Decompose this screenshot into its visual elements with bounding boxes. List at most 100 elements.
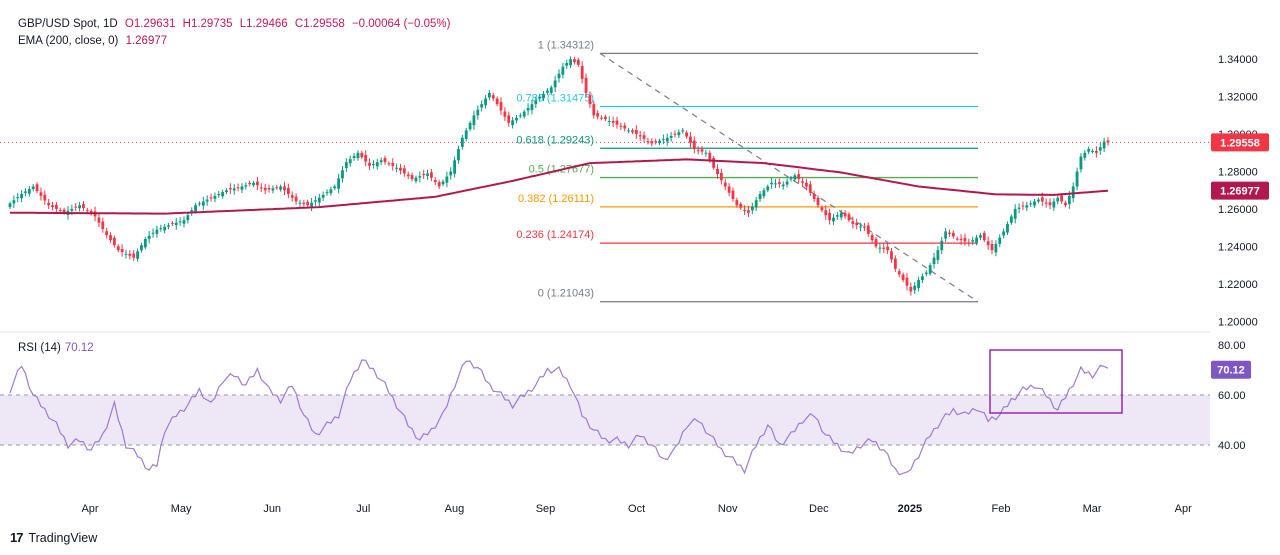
rsi-value-badge: 70.12 <box>1217 365 1245 377</box>
price-axis: 1.340001.320001.300001.280001.260001.240… <box>1211 54 1269 328</box>
rsi-tick-label: 40.00 <box>1218 440 1246 452</box>
candle-body <box>797 174 801 180</box>
price-tick-label: 1.22000 <box>1218 279 1258 291</box>
time-tick-label: 2025 <box>898 503 922 515</box>
candle-body <box>870 235 874 241</box>
candle-body <box>607 120 611 122</box>
candle-body <box>259 187 263 189</box>
candle-body <box>1002 231 1006 236</box>
time-tick-label: Feb <box>992 503 1011 515</box>
rsi-band <box>0 395 1210 445</box>
candle-body <box>808 184 812 193</box>
candle-body <box>267 187 271 190</box>
candle-body <box>634 129 638 135</box>
candle-body <box>518 115 522 117</box>
ema-price-badge: 1.26977 <box>1220 186 1260 198</box>
fib-level-label: 0.236 (1.24174) <box>516 229 594 241</box>
last-price-badge-bg <box>1211 133 1269 152</box>
candle-body <box>198 203 201 205</box>
candle-body <box>1048 202 1052 206</box>
candle-body <box>1079 156 1083 170</box>
candle-body <box>507 115 511 123</box>
time-tick-label: Apr <box>1175 503 1192 515</box>
candle-body <box>491 95 495 99</box>
candle-body <box>936 250 940 260</box>
candle-body <box>816 197 820 206</box>
candle-body <box>530 104 534 111</box>
candle-body <box>1029 203 1033 205</box>
candle-body <box>538 97 542 99</box>
candle-body <box>275 187 279 189</box>
candle-body <box>1056 197 1060 202</box>
candle-body <box>1095 150 1098 153</box>
candle-body <box>170 223 174 225</box>
candle-body <box>631 130 634 133</box>
fib-level-label: 0.618 (1.29243) <box>516 134 594 146</box>
candle-body <box>828 212 832 221</box>
candle-body <box>488 92 491 98</box>
time-tick-label: May <box>171 503 192 515</box>
candle-body <box>24 191 27 193</box>
candle-body <box>426 173 429 176</box>
candle-body <box>932 257 936 264</box>
candle-body <box>228 187 232 190</box>
symbol-label[interactable]: GBP/USD Spot, 1D <box>18 18 118 30</box>
candle-body <box>178 221 182 223</box>
candle-body <box>120 249 124 253</box>
candle-body <box>882 247 886 249</box>
candle-body <box>294 196 298 202</box>
candle-body <box>727 186 731 193</box>
ema-label[interactable]: EMA (200, close, 0) <box>18 35 119 47</box>
candle-body <box>406 174 410 177</box>
rsi-label[interactable]: RSI (14) <box>18 342 61 354</box>
candle-body <box>302 202 306 204</box>
candle-body <box>457 149 460 161</box>
candle-body <box>1025 205 1029 208</box>
candle-body <box>182 220 186 224</box>
candle-body <box>553 80 557 88</box>
candle-body <box>341 170 344 179</box>
candle-body <box>716 168 719 175</box>
candle-body <box>1106 140 1110 143</box>
candle-body <box>623 125 627 129</box>
candle-body <box>221 192 225 197</box>
candle-body <box>692 140 696 150</box>
candle-body <box>924 272 928 275</box>
candle-body <box>866 225 870 234</box>
tradingview-logo[interactable]: 17 TradingView <box>10 530 97 545</box>
candle-body <box>476 109 480 116</box>
candle-body <box>843 212 847 217</box>
candle-body <box>890 251 893 260</box>
candle-body <box>317 197 321 203</box>
candle-body <box>913 285 917 291</box>
open-value: O1.29631 <box>124 18 176 30</box>
candle-body <box>360 152 364 158</box>
candle-body <box>1044 202 1048 204</box>
candle-body <box>642 135 646 139</box>
candle-body <box>437 182 441 187</box>
candle-body <box>147 235 151 239</box>
time-tick-label: Oct <box>628 503 645 515</box>
last-price-badge: 1.29558 <box>1220 137 1260 149</box>
candle-body <box>951 232 955 237</box>
candle-body <box>143 238 147 248</box>
rsi-value: 70.12 <box>64 342 94 354</box>
candle-body <box>673 133 677 135</box>
rsi-legend: RSI (14) 70.12 <box>18 342 94 354</box>
fibonacci-retracement: 1 (1.34312) 0.786 (1.31475) 0.618 (1.29243… <box>516 39 979 303</box>
candle-body <box>735 200 739 206</box>
candle-body <box>750 206 754 211</box>
candle-body <box>460 137 464 147</box>
fib-trend-line <box>599 52 979 303</box>
candle-body <box>839 212 843 218</box>
candle-body <box>468 122 472 130</box>
candlestick-series <box>8 56 1110 296</box>
candle-body <box>82 204 85 209</box>
candle-body <box>963 237 967 242</box>
candle-body <box>971 240 975 242</box>
candle-body <box>225 190 228 193</box>
candle-body <box>352 155 356 158</box>
candle-body <box>124 253 128 255</box>
candle-body <box>51 205 54 208</box>
candle-body <box>542 93 545 99</box>
